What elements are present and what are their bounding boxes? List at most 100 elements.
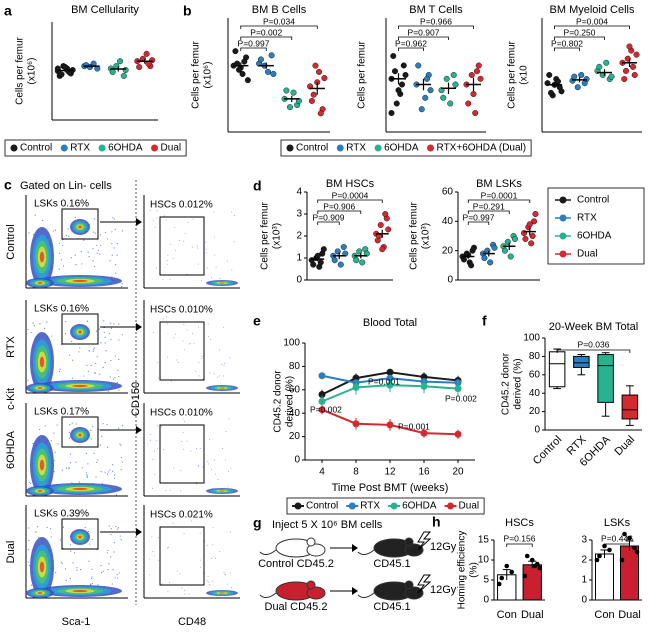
recipient-label: CD45.1	[373, 601, 410, 613]
event	[59, 539, 61, 541]
y-axis-label: (x10⁶)	[203, 62, 214, 89]
event	[153, 450, 155, 452]
dot	[239, 70, 246, 77]
event	[99, 234, 101, 236]
event	[59, 368, 61, 370]
event	[182, 418, 184, 420]
event	[219, 278, 221, 280]
bracket	[604, 543, 630, 547]
y-axis-label: Cells per femur	[507, 40, 518, 108]
event	[196, 245, 198, 247]
row-label: 6OHDA	[5, 430, 17, 469]
event	[92, 231, 94, 233]
dot	[465, 100, 472, 107]
point	[386, 381, 394, 389]
legend-label: Dual	[459, 501, 480, 512]
mouse-head	[404, 543, 424, 557]
dot	[472, 109, 479, 116]
event	[102, 366, 104, 369]
event	[120, 539, 122, 541]
event	[208, 463, 210, 465]
event	[71, 340, 73, 343]
box	[597, 354, 614, 403]
chart-title: 20-Week BM Total	[549, 321, 638, 333]
event	[113, 247, 115, 249]
y-tick-label: 2	[581, 555, 587, 566]
event	[106, 473, 108, 475]
event	[71, 422, 73, 424]
point	[529, 557, 535, 563]
p-value: P=0.907	[408, 27, 440, 37]
point	[318, 398, 326, 405]
event	[87, 463, 89, 465]
event	[38, 536, 40, 538]
event	[116, 254, 118, 256]
event	[222, 326, 224, 328]
event	[154, 474, 156, 476]
event	[149, 558, 151, 560]
event	[41, 220, 44, 222]
event	[223, 375, 225, 377]
gate	[61, 518, 99, 550]
y-tick-label: 0	[294, 455, 300, 466]
dot	[531, 218, 538, 225]
y-tick-label: 4	[296, 187, 302, 198]
y-axis-label: Homing efficiency	[457, 531, 468, 610]
event	[58, 268, 60, 270]
event	[166, 263, 168, 265]
dot	[308, 97, 315, 104]
bracket	[240, 36, 293, 40]
dot	[143, 50, 150, 57]
bar	[620, 545, 639, 601]
event	[111, 583, 113, 585]
event	[121, 285, 123, 288]
event	[112, 464, 114, 466]
event	[74, 254, 76, 256]
event	[207, 460, 209, 462]
box	[548, 351, 566, 388]
point	[352, 420, 360, 428]
event	[167, 547, 169, 549]
event	[114, 228, 116, 230]
event	[197, 247, 199, 249]
event	[55, 572, 57, 574]
event	[110, 338, 112, 341]
dot	[528, 240, 535, 247]
dot	[452, 81, 459, 88]
event	[109, 376, 111, 378]
legend-marker	[427, 144, 435, 152]
density	[39, 356, 45, 368]
event	[93, 348, 95, 350]
event	[206, 580, 208, 582]
event	[97, 249, 100, 251]
event	[27, 561, 29, 563]
dot	[468, 262, 475, 269]
x-tick-label: 12	[384, 467, 396, 478]
event	[118, 572, 120, 574]
point	[386, 368, 394, 376]
event	[199, 559, 201, 561]
gate	[61, 313, 99, 345]
panel-letter: e	[253, 313, 261, 329]
bracket	[554, 25, 630, 29]
event	[107, 471, 109, 473]
event	[109, 260, 111, 262]
event	[104, 471, 106, 473]
bar	[522, 564, 542, 601]
event	[60, 259, 62, 261]
event	[68, 431, 70, 433]
dot	[356, 248, 363, 255]
y-tick-label: 3	[296, 209, 302, 220]
event	[201, 357, 203, 359]
event	[118, 323, 120, 325]
y-tick-label: 0	[447, 275, 453, 286]
chart-title: BM Cellularity	[71, 4, 139, 16]
event	[39, 428, 41, 431]
event	[69, 462, 72, 464]
event	[179, 573, 181, 575]
point	[524, 553, 530, 559]
mouse-tail	[259, 592, 277, 599]
event	[119, 535, 121, 537]
y-tick-label: 3	[581, 535, 587, 546]
p-value: P=0.001	[368, 376, 400, 386]
